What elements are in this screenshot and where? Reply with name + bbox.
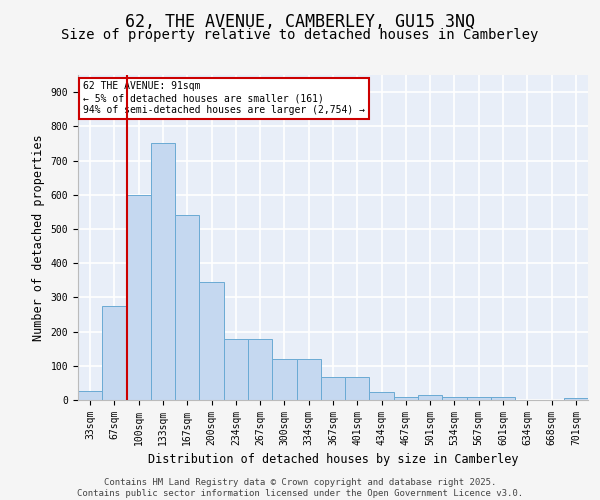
Bar [224, 339, 248, 400]
Bar [394, 396, 418, 400]
Y-axis label: Number of detached properties: Number of detached properties [32, 134, 45, 341]
Bar [564, 398, 588, 400]
Bar [151, 144, 175, 400]
Bar [102, 306, 127, 400]
Text: Size of property relative to detached houses in Camberley: Size of property relative to detached ho… [61, 28, 539, 42]
Bar [175, 216, 199, 400]
Bar [418, 395, 442, 400]
X-axis label: Distribution of detached houses by size in Camberley: Distribution of detached houses by size … [148, 454, 518, 466]
Bar [467, 398, 491, 400]
Bar [127, 194, 151, 400]
Bar [321, 376, 345, 400]
Bar [199, 282, 224, 400]
Bar [296, 359, 321, 400]
Bar [248, 339, 272, 400]
Text: Contains HM Land Registry data © Crown copyright and database right 2025.
Contai: Contains HM Land Registry data © Crown c… [77, 478, 523, 498]
Bar [370, 392, 394, 400]
Bar [78, 392, 102, 400]
Text: 62 THE AVENUE: 91sqm
← 5% of detached houses are smaller (161)
94% of semi-detac: 62 THE AVENUE: 91sqm ← 5% of detached ho… [83, 82, 365, 114]
Bar [345, 376, 370, 400]
Bar [272, 359, 296, 400]
Text: 62, THE AVENUE, CAMBERLEY, GU15 3NQ: 62, THE AVENUE, CAMBERLEY, GU15 3NQ [125, 12, 475, 30]
Bar [442, 396, 467, 400]
Bar [491, 398, 515, 400]
